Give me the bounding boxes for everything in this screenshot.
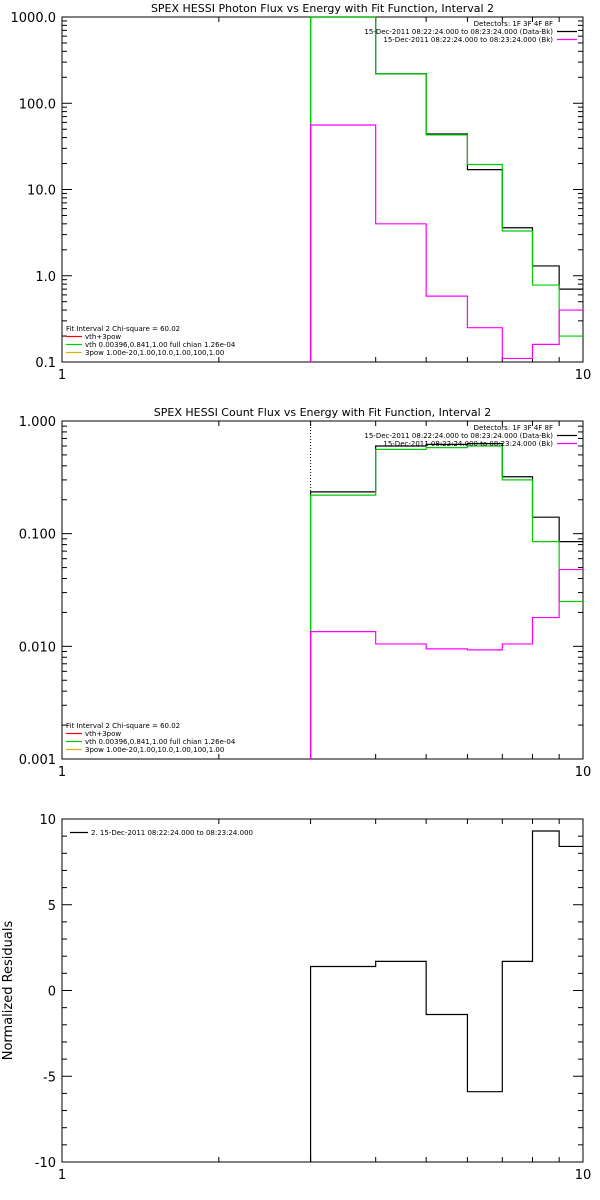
resid-legend-top-left-text: 2. 15-Dec-2011 08:22:24.000 to 08:23:24.… (91, 829, 253, 837)
photon-legend-bottom-left-text: 3pow 1.00e-20,1.00,10.0,1.00,100,1.00 (85, 349, 224, 357)
resid-y-tick-label: -5 (43, 1070, 56, 1085)
photon-axes-frame (61, 16, 584, 363)
count-y-tick-label: 0.001 (19, 753, 56, 768)
count-x-tick-label: 1 (58, 765, 66, 780)
photon-y-tick-label: 1000.0 (11, 11, 57, 26)
photon-title: SPEX HESSI Photon Flux vs Energy with Fi… (151, 2, 494, 15)
resid-axes-frame (61, 818, 584, 1163)
photon-legend-bottom-left-text: vth 0.00396,0.841,1.00 full chian 1.26e-… (85, 341, 236, 349)
count-y-tick-label: 0.010 (19, 640, 56, 655)
photon-x-tick-label: 1 (58, 368, 66, 383)
count-y-tick-label: 0.100 (19, 528, 56, 543)
count-title: SPEX HESSI Count Flux vs Energy with Fit… (154, 406, 491, 419)
count-x-tick-label: 10 (575, 765, 592, 780)
count-legend-bottom-left-text: Fit Interval 2 Chi-square = 60.02 (66, 722, 180, 730)
count-y-tick-label: 1.000 (19, 415, 56, 430)
photon-legend-bottom-left-text: Fit Interval 2 Chi-square = 60.02 (66, 325, 180, 333)
photon-panel: SPEX HESSI Photon Flux vs Energy with Fi… (11, 2, 592, 383)
count-series-2-steps (309, 568, 583, 759)
photon-legend-top-right-text: Detectors: 1F 3F 4F 8F (474, 20, 553, 28)
photon-series-0-steps (309, 16, 583, 362)
photon-y-tick-label: 0.1 (35, 356, 56, 371)
photon-x-tick-label: 10 (575, 368, 592, 383)
count-legend-top-right-text: 15-Dec-2011 08:22:24.000 to 08:23:24.000… (364, 432, 553, 440)
photon-legend-top-right-text: 15-Dec-2011 08:22:24.000 to 08:23:24.000… (364, 28, 553, 36)
count-legend-top-right-text: Detectors: 1F 3F 4F 8F (474, 424, 553, 432)
count-legend-top-right-text: 15-Dec-2011 08:22:24.000 to 08:23:24.000… (383, 440, 553, 448)
count-series-1-steps (309, 445, 583, 759)
count-axes-frame (61, 420, 584, 760)
photon-series-2-steps (309, 124, 583, 362)
resid-y-axis-label: Normalized Residuals (1, 921, 16, 1061)
photon-y-tick-label: 1.0 (35, 270, 56, 285)
count-panel: SPEX HESSI Count Flux vs Energy with Fit… (19, 406, 591, 780)
photon-y-tick-label: 100.0 (19, 97, 56, 112)
resid-y-tick-label: 5 (48, 899, 56, 914)
photon-legend-bottom-left-text: vth+3pow (85, 333, 121, 341)
photon-legend-top-right-text: 15-Dec-2011 08:22:24.000 to 08:23:24.000… (383, 36, 553, 44)
resid-x-tick-label: 1 (58, 1168, 66, 1183)
photon-series-1-steps (309, 16, 583, 362)
resid-y-tick-label: 0 (48, 985, 56, 1000)
resid-panel: 1 10 10 5 0 -5 -10 Normalized Residuals 2. 15-De… (1, 813, 591, 1183)
photon-y-tick-label: 10.0 (27, 184, 56, 199)
resid-y-tick-label: -10 (35, 1156, 56, 1171)
count-series-0-steps (309, 443, 583, 759)
count-legend-bottom-left-text: vth+3pow (85, 730, 121, 738)
count-legend-bottom-left-text: vth 0.00396,0.841,1.00 full chian 1.26e-… (85, 738, 236, 746)
count-legend-bottom-left-text: 3pow 1.00e-20,1.00,10.0,1.00,100,1.00 (85, 746, 224, 754)
resid-series-0-steps (309, 830, 583, 1162)
resid-y-tick-label: 10 (39, 813, 56, 828)
resid-x-tick-label: 10 (575, 1168, 592, 1183)
